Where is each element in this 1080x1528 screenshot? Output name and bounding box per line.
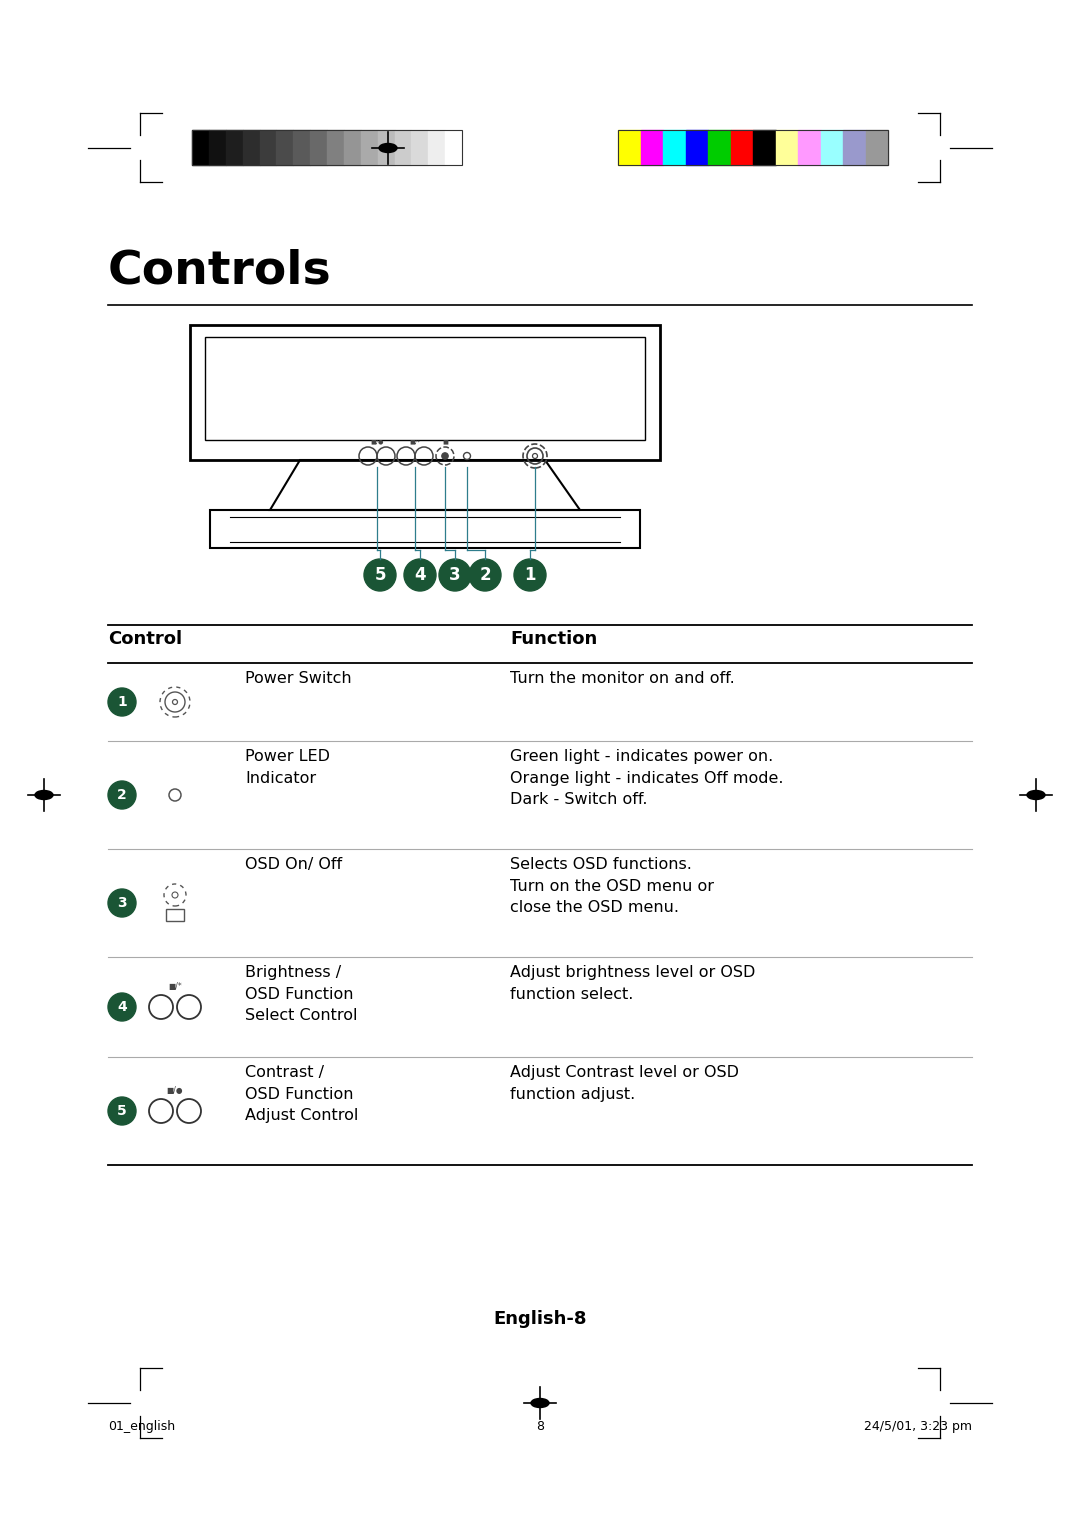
Text: Green light - indicates power on.
Orange light - indicates Off mode.
Dark - Swit: Green light - indicates power on. Orange… [510,749,783,807]
Text: 4: 4 [415,565,426,584]
Text: Power LED
Indicator: Power LED Indicator [245,749,330,785]
Bar [429,130,445,165]
Text: 5: 5 [375,565,386,584]
Text: Power Switch: Power Switch [245,671,352,686]
Bar [708,130,730,165]
Circle shape [469,559,501,591]
Bar [445,130,462,165]
Bar [343,130,361,165]
Text: 5: 5 [117,1105,126,1118]
Ellipse shape [1027,790,1045,799]
Bar [166,909,184,921]
Text: Control: Control [108,630,183,648]
Text: 8: 8 [536,1420,544,1433]
Bar [865,130,888,165]
Circle shape [108,993,136,1021]
Bar [276,130,294,165]
Text: English-8: English-8 [494,1309,586,1328]
Ellipse shape [379,144,397,153]
Bar [618,130,640,165]
Text: 1: 1 [524,565,536,584]
Text: 24/5/01, 3:23 pm: 24/5/01, 3:23 pm [864,1420,972,1433]
Bar [259,130,276,165]
Bar [686,130,708,165]
Text: 3: 3 [118,895,126,911]
Circle shape [514,559,546,591]
Text: Adjust Contrast level or OSD
function adjust.: Adjust Contrast level or OSD function ad… [510,1065,739,1102]
Text: 4: 4 [117,999,126,1015]
Circle shape [364,559,396,591]
Text: Function: Function [510,630,597,648]
Bar [378,130,394,165]
Text: ■/●: ■/● [166,1086,184,1096]
Circle shape [108,688,136,717]
Text: 1: 1 [117,695,126,709]
Bar [205,338,645,440]
Text: Adjust brightness level or OSD
function select.: Adjust brightness level or OSD function … [510,966,755,1001]
Circle shape [108,781,136,808]
Bar [411,130,429,165]
Bar [394,130,411,165]
Ellipse shape [531,1398,549,1407]
Text: Turn the monitor on and off.: Turn the monitor on and off. [510,671,734,686]
Text: ■/*: ■/* [409,439,420,445]
Bar [361,130,378,165]
Text: Selects OSD functions.
Turn on the OSD menu or
close the OSD menu.: Selects OSD functions. Turn on the OSD m… [510,857,714,915]
Bar [192,130,208,165]
Bar [243,130,259,165]
Bar [798,130,821,165]
Text: 2: 2 [117,788,126,802]
Circle shape [108,1097,136,1125]
Text: Contrast /
OSD Function
Adjust Control: Contrast / OSD Function Adjust Control [245,1065,359,1123]
Bar [208,130,226,165]
Text: ■/*: ■/* [168,983,181,992]
Circle shape [438,559,471,591]
Bar [294,130,310,165]
Bar [640,130,663,165]
Text: OSD On/ Off: OSD On/ Off [245,857,342,872]
Bar [310,130,327,165]
Bar [618,130,888,165]
Bar [663,130,686,165]
Text: ■: ■ [442,439,448,445]
Ellipse shape [35,790,53,799]
Text: Controls: Controls [108,248,332,293]
Circle shape [442,452,448,458]
Text: 2: 2 [480,565,490,584]
Text: 01_english: 01_english [108,1420,175,1433]
Circle shape [404,559,436,591]
Bar [821,130,843,165]
Circle shape [108,889,136,917]
Bar [192,130,462,165]
Text: Brightness /
OSD Function
Select Control: Brightness / OSD Function Select Control [245,966,357,1024]
Bar [753,130,775,165]
Bar [843,130,865,165]
Bar [226,130,243,165]
Bar [190,325,660,460]
Bar [775,130,798,165]
Bar [327,130,343,165]
Text: ■/●: ■/● [370,439,383,445]
Bar [730,130,753,165]
Text: 3: 3 [449,565,461,584]
